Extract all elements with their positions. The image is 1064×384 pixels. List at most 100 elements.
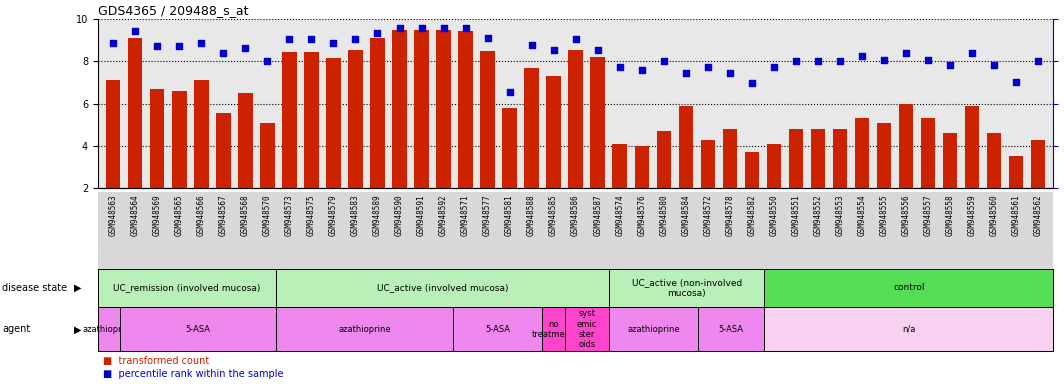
Point bbox=[215, 50, 232, 56]
Bar bbox=[811, 129, 825, 188]
Bar bbox=[370, 38, 385, 188]
Text: 5-ASA: 5-ASA bbox=[485, 325, 511, 334]
Point bbox=[1008, 79, 1025, 85]
Bar bbox=[327, 58, 340, 188]
Point bbox=[435, 25, 452, 31]
Point bbox=[963, 50, 980, 56]
Text: GSM948550: GSM948550 bbox=[769, 194, 778, 236]
Text: GSM948553: GSM948553 bbox=[835, 194, 845, 236]
Text: 5-ASA: 5-ASA bbox=[718, 325, 744, 334]
Bar bbox=[877, 123, 891, 188]
Text: GSM948582: GSM948582 bbox=[747, 194, 757, 236]
Text: GSM948591: GSM948591 bbox=[417, 194, 426, 236]
Bar bbox=[788, 129, 803, 188]
Bar bbox=[238, 93, 252, 188]
Text: GSM948560: GSM948560 bbox=[990, 194, 998, 236]
Text: GSM948567: GSM948567 bbox=[219, 194, 228, 236]
Bar bbox=[195, 81, 209, 188]
Point bbox=[501, 89, 518, 95]
Bar bbox=[634, 146, 649, 188]
Text: GSM948586: GSM948586 bbox=[571, 194, 580, 236]
Point bbox=[655, 58, 672, 65]
Bar bbox=[261, 123, 275, 188]
Point bbox=[303, 36, 320, 43]
Text: GSM948565: GSM948565 bbox=[174, 194, 184, 236]
Text: ▶: ▶ bbox=[73, 324, 82, 334]
Text: GSM948576: GSM948576 bbox=[637, 194, 646, 236]
Point bbox=[479, 35, 496, 41]
Text: GSM948587: GSM948587 bbox=[593, 194, 602, 236]
Text: GSM948559: GSM948559 bbox=[967, 194, 977, 236]
Text: n/a: n/a bbox=[902, 325, 916, 334]
Text: control: control bbox=[893, 283, 925, 293]
Point bbox=[744, 80, 761, 86]
Point bbox=[567, 36, 584, 43]
Point bbox=[390, 25, 408, 31]
Text: GSM948590: GSM948590 bbox=[395, 194, 404, 236]
Point bbox=[523, 41, 541, 48]
Text: GSM948563: GSM948563 bbox=[109, 194, 118, 236]
Text: GSM948575: GSM948575 bbox=[306, 194, 316, 236]
Bar bbox=[172, 91, 186, 188]
Text: 5-ASA: 5-ASA bbox=[185, 325, 211, 334]
Text: UC_active (involved mucosa): UC_active (involved mucosa) bbox=[377, 283, 508, 293]
Point bbox=[919, 57, 936, 63]
Text: ■  percentile rank within the sample: ■ percentile rank within the sample bbox=[103, 369, 284, 379]
Point bbox=[281, 36, 298, 43]
Text: GSM948569: GSM948569 bbox=[153, 194, 162, 236]
Bar bbox=[568, 50, 583, 188]
Text: GDS4365 / 209488_s_at: GDS4365 / 209488_s_at bbox=[98, 3, 248, 17]
Text: GSM948574: GSM948574 bbox=[615, 194, 625, 236]
Text: GSM948566: GSM948566 bbox=[197, 194, 205, 236]
Point bbox=[831, 58, 848, 65]
Text: GSM948578: GSM948578 bbox=[726, 194, 734, 236]
Text: GSM948564: GSM948564 bbox=[131, 194, 139, 236]
Bar bbox=[459, 31, 472, 188]
Bar bbox=[700, 140, 715, 188]
Bar bbox=[920, 119, 935, 188]
Bar bbox=[304, 52, 318, 188]
Point bbox=[787, 58, 804, 65]
Point bbox=[104, 40, 121, 46]
Point bbox=[876, 57, 893, 63]
Bar bbox=[216, 113, 231, 188]
Point bbox=[677, 70, 694, 76]
Text: GSM948552: GSM948552 bbox=[813, 194, 822, 236]
Text: GSM948556: GSM948556 bbox=[901, 194, 911, 236]
Text: GSM948555: GSM948555 bbox=[879, 194, 888, 236]
Text: azathioprine: azathioprine bbox=[338, 325, 390, 334]
Text: GSM948583: GSM948583 bbox=[351, 194, 360, 236]
Point bbox=[325, 40, 342, 46]
Bar bbox=[128, 38, 143, 188]
Text: UC_active (non-involved
mucosa): UC_active (non-involved mucosa) bbox=[632, 278, 742, 298]
Text: GSM948588: GSM948588 bbox=[527, 194, 536, 236]
Bar bbox=[766, 144, 781, 188]
Bar bbox=[502, 108, 517, 188]
Bar bbox=[591, 57, 604, 188]
Bar bbox=[613, 144, 627, 188]
Bar bbox=[833, 129, 847, 188]
Point bbox=[985, 62, 1002, 68]
Point bbox=[633, 67, 650, 73]
Point bbox=[193, 40, 210, 46]
Bar bbox=[547, 76, 561, 188]
Text: disease state: disease state bbox=[2, 283, 67, 293]
Point bbox=[589, 46, 606, 53]
Bar bbox=[722, 129, 737, 188]
Text: GSM948585: GSM948585 bbox=[549, 194, 559, 236]
Point bbox=[545, 46, 562, 53]
Point bbox=[810, 58, 827, 65]
Point bbox=[369, 30, 386, 36]
Text: GSM948562: GSM948562 bbox=[1033, 194, 1043, 236]
Text: GSM948557: GSM948557 bbox=[924, 194, 932, 236]
Text: GSM948571: GSM948571 bbox=[461, 194, 470, 236]
Text: GSM948592: GSM948592 bbox=[439, 194, 448, 236]
Text: azathioprine: azathioprine bbox=[83, 325, 135, 334]
Point bbox=[853, 53, 870, 60]
Point bbox=[721, 70, 738, 76]
Text: azathioprine: azathioprine bbox=[627, 325, 680, 334]
Text: GSM948579: GSM948579 bbox=[329, 194, 338, 236]
Bar bbox=[986, 133, 1001, 188]
Bar bbox=[679, 106, 693, 188]
Bar bbox=[348, 50, 363, 188]
